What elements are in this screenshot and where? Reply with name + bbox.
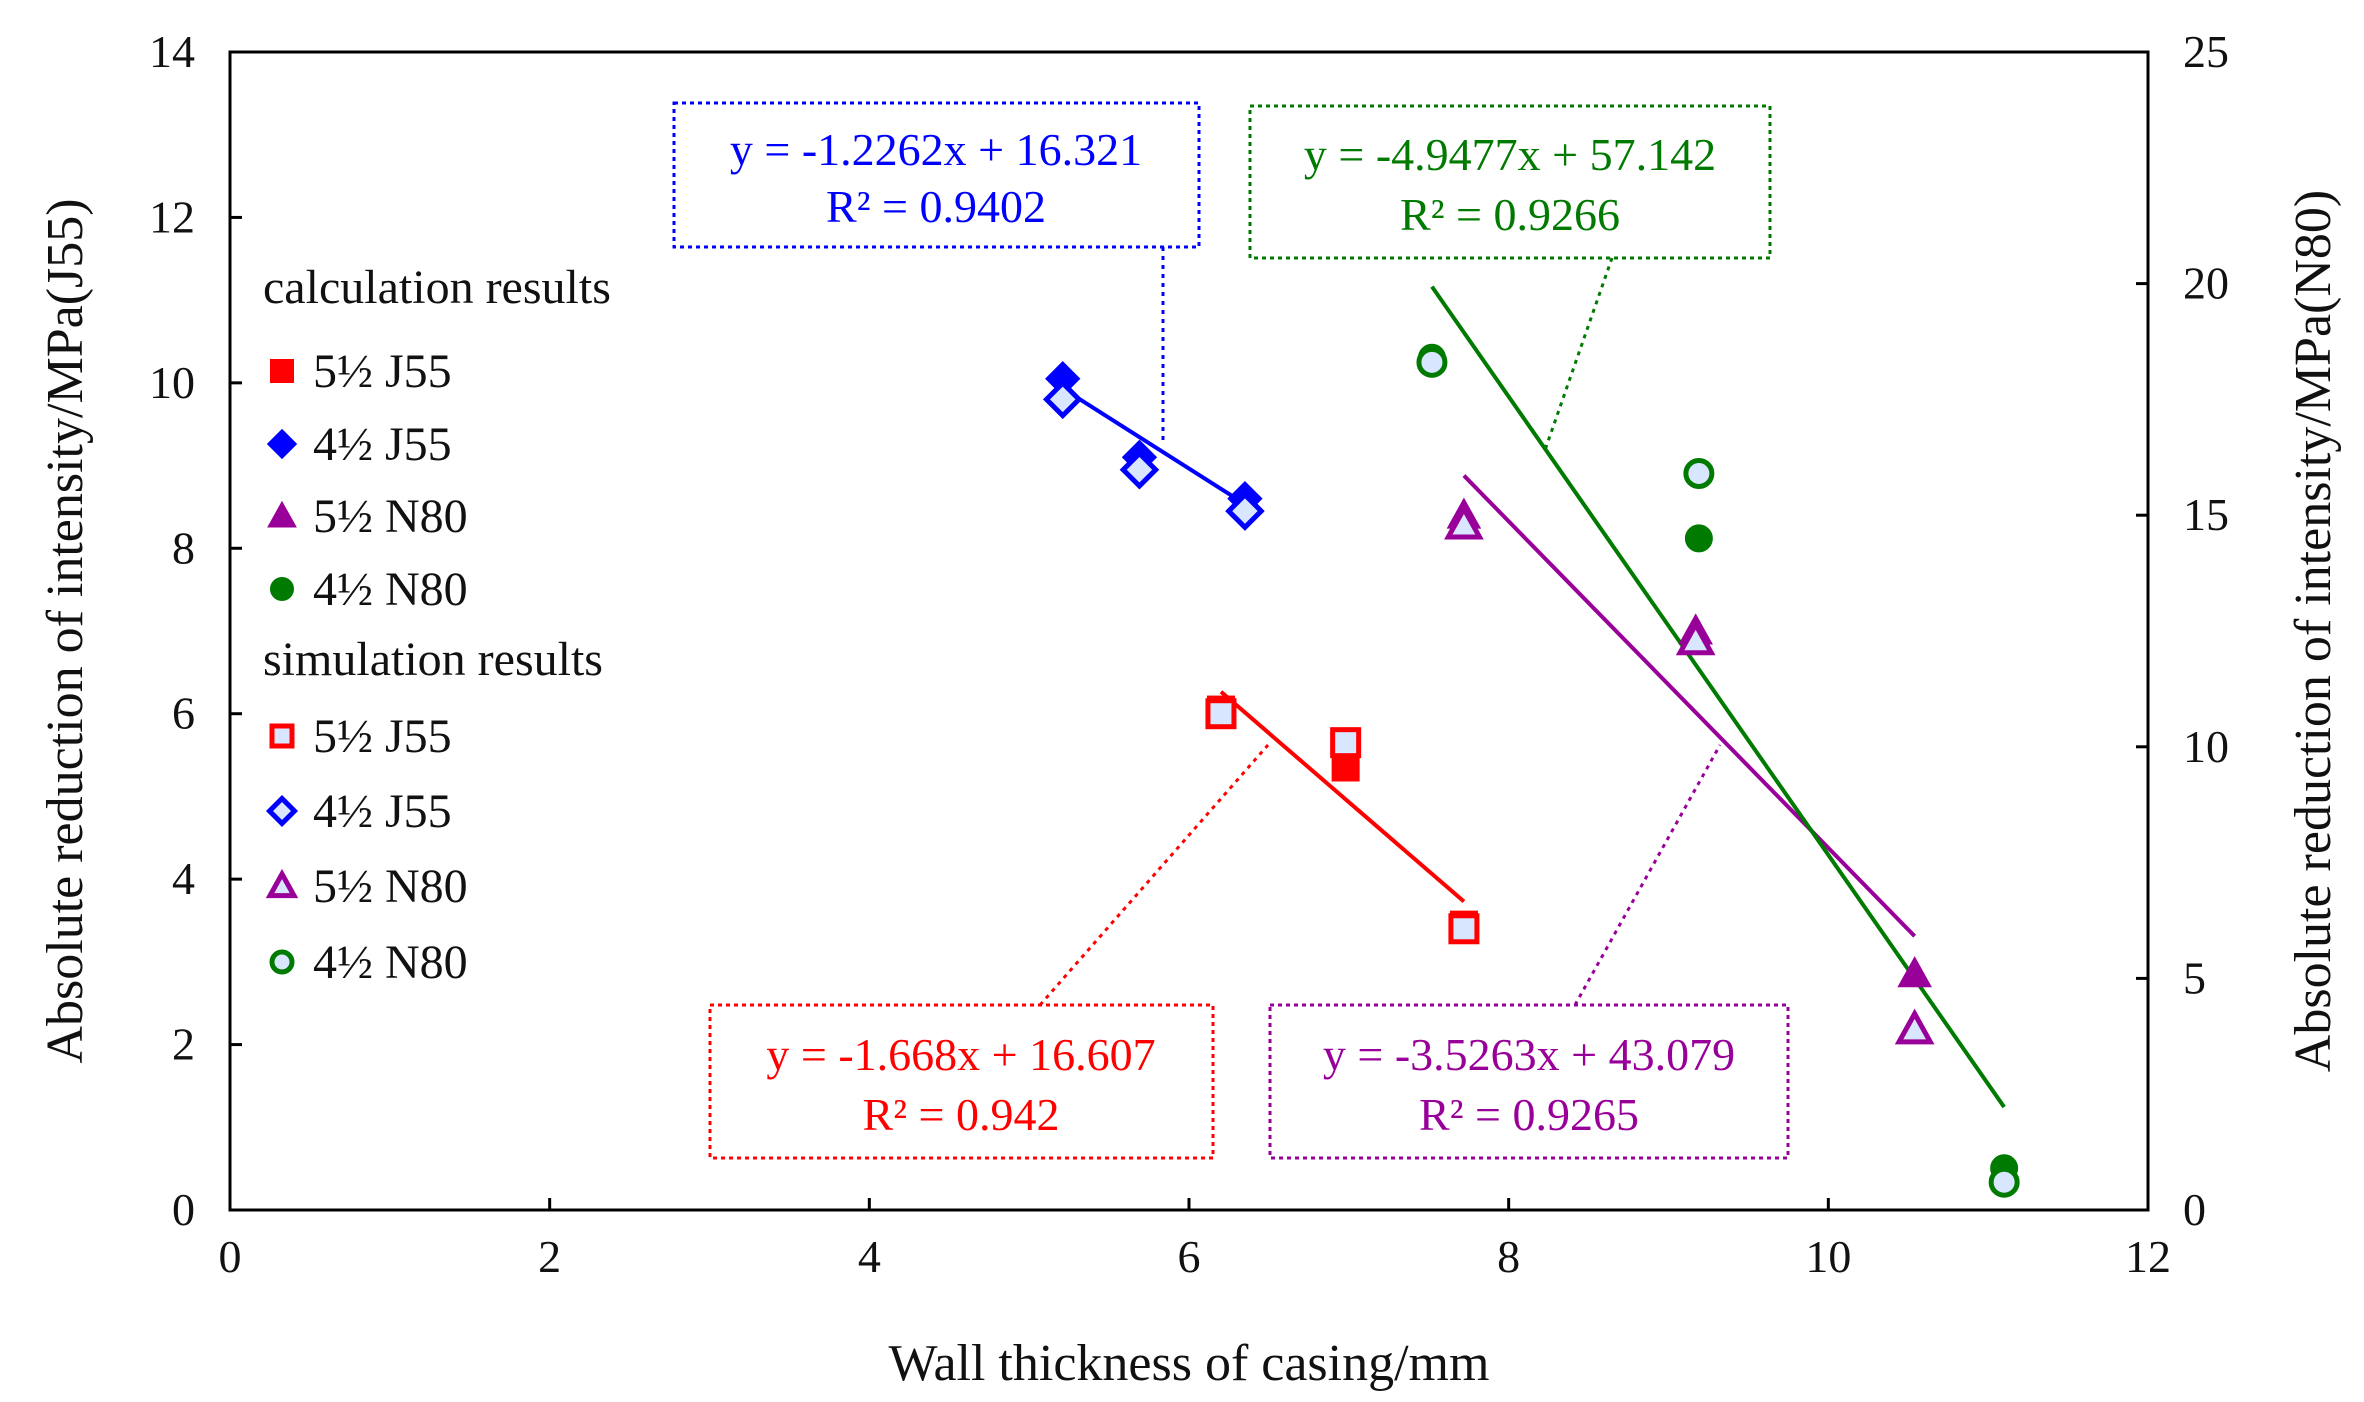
leader-n80-45 — [1543, 257, 1614, 451]
marker-4-j55-simulation — [1225, 491, 1265, 531]
y-right-tick-label: 25 — [2183, 26, 2229, 77]
equation-box-j55-55: y = -1.668x + 16.607 R² = 0.942 — [708, 1003, 1215, 1160]
y-axis-title-right: Absolute reduction of intensity/MPa(N80) — [2285, 190, 2342, 1072]
marker-4-n80-calculation — [1684, 524, 1713, 553]
legend-marker-calc-n80-45 — [270, 577, 294, 601]
y-left-tick-label: 2 — [172, 1019, 195, 1070]
x-tick-label: 8 — [1497, 1231, 1520, 1282]
r2-n80-45: R² = 0.9266 — [1400, 189, 1620, 240]
trendline-4-j55-fit — [1061, 386, 1247, 506]
y-left-tick-label: 8 — [172, 522, 195, 573]
marker-5-j55-calculation — [1331, 753, 1360, 782]
marker-4-j55-simulation — [1119, 449, 1160, 490]
equation-n80-55: y = -3.5263x + 43.079 — [1323, 1029, 1735, 1080]
legend-marker-sim-n80-45 — [269, 949, 295, 975]
x-axis-title: Wall thickness of casing/mm — [889, 1335, 1490, 1392]
marker-4-n80-simulation — [1683, 458, 1715, 490]
x-tick-label: 0 — [219, 1231, 242, 1282]
y-left-tick-label: 4 — [172, 853, 195, 904]
leader-j55-55 — [1038, 744, 1270, 1006]
legend-label-calc-j55-55: 5½ J55 — [313, 345, 452, 398]
y-right-tick-label: 15 — [2183, 489, 2229, 540]
legend-marker-sim-j55-45 — [265, 794, 299, 828]
r2-n80-55: R² = 0.9265 — [1419, 1089, 1639, 1140]
x-tick-label: 12 — [2125, 1231, 2171, 1282]
y-left-tick-label: 6 — [172, 688, 195, 739]
legend-label-sim-n80-45: 4½ N80 — [313, 936, 468, 989]
equation-j55-45: y = -1.2262x + 16.321 — [730, 124, 1142, 175]
equation-box-j55-45: y = -1.2262x + 16.321 R² = 0.9402 — [672, 101, 1201, 249]
legend-heading-simulation: simulation results — [263, 633, 603, 686]
leader-n80-55 — [1573, 744, 1722, 1006]
legend-heading-calculation: calculation results — [263, 261, 611, 314]
legend: calculation results simulation results 5… — [263, 261, 611, 989]
marker-4-n80-simulation — [1416, 346, 1448, 378]
x-tick-label: 4 — [858, 1231, 881, 1282]
y-left-tick-label: 10 — [149, 357, 195, 408]
marker-5-n80-simulation — [1675, 619, 1716, 656]
legend-marker-calc-n80-55 — [267, 500, 297, 528]
marker-5-n80-simulation — [1894, 1008, 1935, 1045]
marker-4-n80-simulation — [1988, 1166, 2020, 1198]
y-left-tick-label: 14 — [149, 26, 195, 77]
equation-box-n80-55: y = -3.5263x + 43.079 R² = 0.9265 — [1268, 1003, 1790, 1160]
marker-5-j55-simulation — [1330, 727, 1362, 759]
legend-marker-calc-j55-45 — [266, 428, 298, 460]
y-right-tick-label: 5 — [2183, 952, 2206, 1003]
trendline-5-j55-fit — [1219, 690, 1466, 903]
legend-label-sim-j55-55: 5½ J55 — [313, 710, 452, 763]
marker-5-j55-simulation — [1448, 913, 1480, 945]
r2-j55-55: R² = 0.942 — [863, 1089, 1060, 1140]
marker-5-n80-simulation — [1444, 503, 1484, 540]
trendline-5-n80-fit — [1462, 474, 1917, 938]
y-right-tick-label: 10 — [2183, 721, 2229, 772]
equation-j55-55: y = -1.668x + 16.607 — [766, 1029, 1155, 1080]
legend-marker-sim-j55-55 — [269, 723, 295, 749]
data-markers — [1042, 343, 2020, 1198]
x-tick-label: 2 — [538, 1231, 561, 1282]
legend-marker-sim-n80-55 — [265, 868, 299, 899]
legend-label-sim-n80-55: 5½ N80 — [313, 860, 468, 913]
equation-n80-45: y = -4.9477x + 57.142 — [1304, 129, 1716, 180]
marker-4-j55-simulation — [1042, 379, 1083, 420]
x-tick-label: 6 — [1178, 1231, 1201, 1282]
trendlines — [1061, 285, 2006, 1109]
r2-j55-45: R² = 0.9402 — [826, 181, 1046, 232]
legend-label-calc-n80-55: 5½ N80 — [313, 490, 468, 543]
y-right-tick-label: 0 — [2183, 1184, 2206, 1235]
legend-label-calc-n80-45: 4½ N80 — [313, 563, 468, 616]
legend-label-calc-j55-45: 4½ J55 — [313, 418, 452, 471]
y-left-tick-label: 12 — [149, 191, 195, 242]
marker-5-n80-calculation — [1897, 956, 1932, 988]
marker-5-j55-simulation — [1205, 698, 1237, 730]
equation-box-n80-45: y = -4.9477x + 57.142 R² = 0.9266 — [1248, 104, 1772, 260]
legend-marker-calc-j55-55 — [270, 359, 294, 383]
y-left-tick-label: 0 — [172, 1184, 195, 1235]
y-right-tick-label: 20 — [2183, 258, 2229, 309]
y-axis-title-left: Absolute reduction of intensity/MPa(J55) — [37, 198, 94, 1063]
x-tick-label: 10 — [1805, 1231, 1851, 1282]
legend-label-sim-j55-45: 4½ J55 — [313, 785, 452, 838]
leader-lines — [1038, 247, 1722, 1006]
